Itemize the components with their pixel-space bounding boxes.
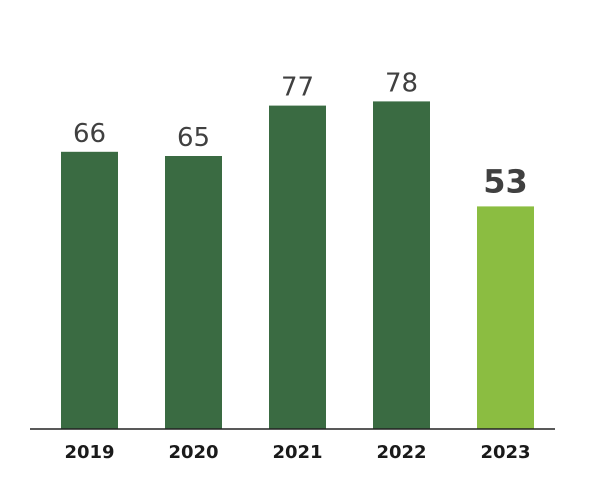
bar-2023: [477, 206, 534, 429]
x-tick-label-2019: 2019: [64, 442, 114, 463]
bar-2021: [269, 105, 326, 429]
value-labels-group: 66 65 77 78 53: [73, 68, 528, 200]
value-label-2023: 53: [483, 162, 528, 200]
x-tick-label-2022: 2022: [376, 442, 426, 463]
bar-2020: [165, 156, 222, 429]
x-tick-label-2020: 2020: [168, 442, 218, 463]
value-label-2019: 66: [73, 119, 106, 149]
value-label-2021: 77: [281, 73, 314, 103]
bar-2022: [373, 101, 430, 430]
bar-2019: [61, 151, 118, 430]
x-tick-label-2021: 2021: [272, 442, 322, 463]
x-tick-label-2023: 2023: [480, 442, 530, 463]
bars-group: [61, 101, 534, 430]
value-label-2022: 78: [385, 68, 418, 98]
x-tick-labels-group: 2019 2020 2021 2022 2023: [64, 442, 530, 463]
value-label-2020: 65: [177, 123, 210, 153]
